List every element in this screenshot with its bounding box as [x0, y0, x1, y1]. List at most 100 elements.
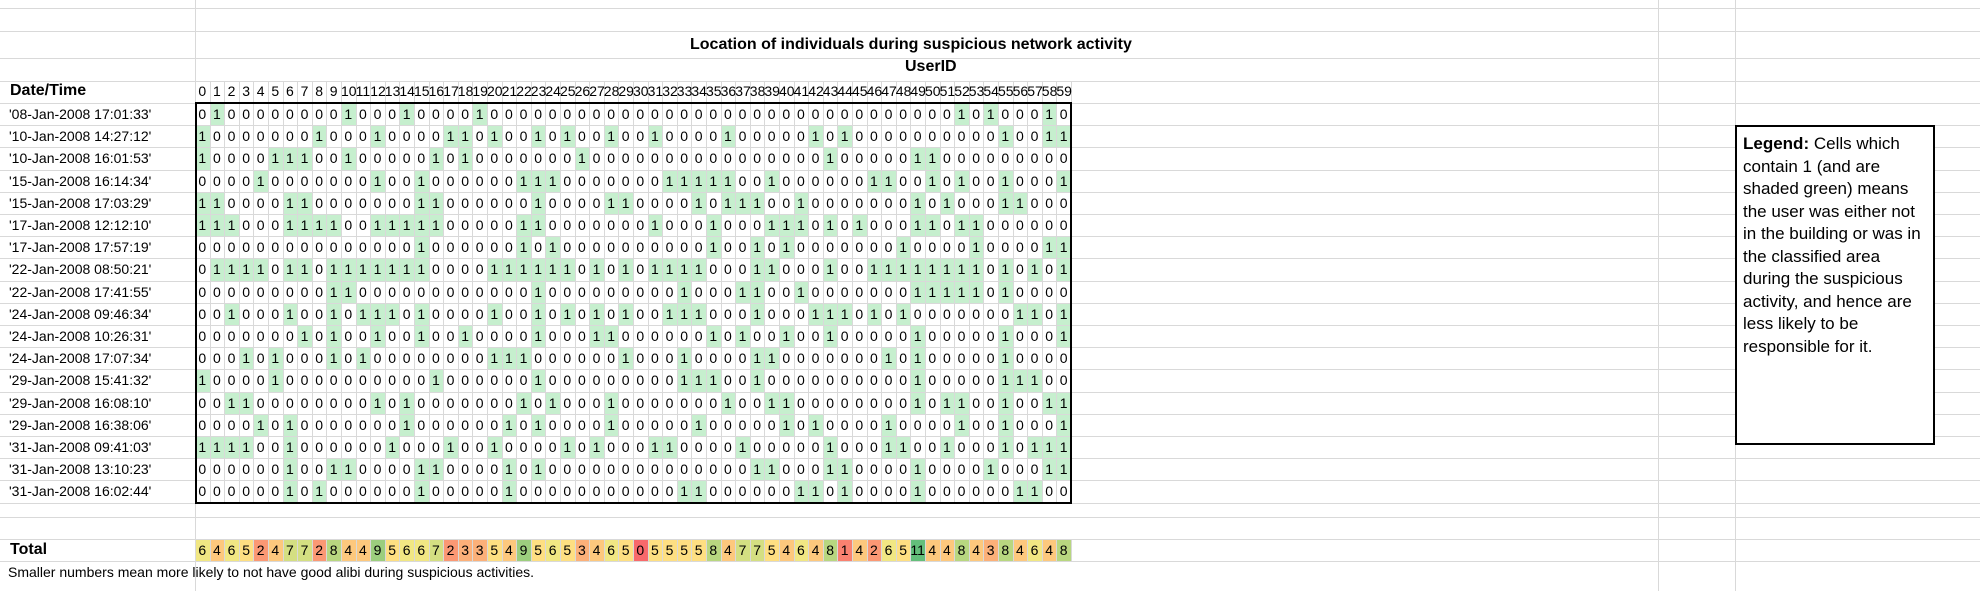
- gridline-horizontal: [0, 325, 1980, 326]
- total-cell: 8: [826, 542, 834, 558]
- value-cell: 0: [1015, 217, 1024, 233]
- value-cell: 1: [1030, 483, 1039, 500]
- shaded-cell: [750, 303, 765, 325]
- total-fill: [838, 540, 852, 561]
- value-cell: 0: [227, 416, 236, 433]
- total-cell: 7: [431, 542, 440, 558]
- value-cell: 0: [256, 194, 265, 211]
- shaded-cell: [940, 192, 955, 214]
- shaded-cell: [911, 481, 925, 503]
- value-cell: 0: [256, 150, 265, 167]
- value-cell: 0: [519, 439, 528, 455]
- value-cell: 0: [840, 283, 849, 300]
- value-cell: 0: [1015, 283, 1024, 300]
- value-cell: 1: [607, 328, 615, 344]
- value-cell: 0: [1059, 194, 1068, 211]
- total-cell: 8: [1059, 542, 1068, 558]
- gridline-vertical: [706, 539, 707, 561]
- value-cell: 0: [1045, 328, 1053, 344]
- value-cell: 0: [796, 172, 805, 189]
- value-cell: 0: [607, 372, 615, 389]
- value-cell: 0: [694, 283, 703, 300]
- value-cell: 0: [1045, 261, 1053, 278]
- value-cell: 0: [198, 416, 207, 433]
- value-cell: 0: [738, 261, 747, 278]
- userid-label: 53: [968, 83, 985, 99]
- value-cell: 0: [811, 106, 820, 122]
- value-cell: 1: [417, 217, 426, 233]
- total-cell: 4: [855, 542, 864, 558]
- value-cell: 0: [636, 372, 645, 389]
- value-cell: 0: [826, 372, 834, 389]
- value-cell: 1: [650, 128, 659, 145]
- value-cell: 1: [1030, 439, 1039, 455]
- value-cell: 1: [709, 217, 718, 233]
- value-cell: 1: [344, 150, 353, 167]
- value-cell: 0: [913, 172, 922, 189]
- value-cell: 0: [504, 172, 513, 189]
- userid-label: 9: [329, 83, 338, 99]
- value-cell: 1: [534, 194, 542, 211]
- shaded-cell: [283, 437, 298, 459]
- value-cell: 0: [767, 416, 776, 433]
- value-cell: 0: [577, 461, 586, 478]
- value-cell: 0: [665, 194, 674, 211]
- gridline-vertical: [779, 81, 780, 503]
- gridline-vertical: [837, 81, 839, 503]
- value-cell: 0: [796, 106, 805, 122]
- value-cell: 0: [490, 194, 499, 211]
- value-cell: 0: [840, 172, 849, 189]
- value-cell: 0: [504, 439, 513, 455]
- datetime-label: '17-Jan-2008 17:57:19': [9, 239, 152, 256]
- shaded-cell: [823, 215, 838, 237]
- value-cell: 0: [431, 128, 440, 145]
- value-cell: 0: [840, 217, 849, 233]
- value-cell: 0: [694, 106, 703, 122]
- value-cell: 0: [285, 372, 294, 389]
- value-cell: 0: [256, 350, 265, 367]
- shaded-cell: [765, 459, 779, 481]
- total-cell: 7: [753, 542, 761, 558]
- gridline-horizontal: [0, 81, 1980, 82]
- value-cell: 1: [913, 328, 922, 344]
- value-cell: 0: [577, 128, 586, 145]
- value-cell: 0: [461, 172, 469, 189]
- value-cell: 1: [592, 439, 601, 455]
- gridline-vertical: [954, 539, 956, 561]
- value-cell: 0: [212, 416, 221, 433]
- total-fill: [1057, 540, 1071, 561]
- datetime-label: '31-Jan-2008 16:02:44': [9, 483, 152, 500]
- gridline-vertical: [501, 81, 503, 503]
- value-cell: 1: [826, 439, 834, 455]
- gridline-vertical: [968, 539, 970, 561]
- value-cell: 1: [942, 394, 951, 411]
- value-cell: 1: [519, 394, 528, 411]
- shaded-cell: [458, 326, 473, 348]
- value-cell: 0: [1045, 283, 1053, 300]
- value-cell: 0: [811, 239, 820, 256]
- value-cell: 1: [665, 172, 674, 189]
- gridline-vertical: [311, 81, 313, 503]
- row-header-datetime: Date/Time: [10, 82, 87, 99]
- shaded-cell: [940, 392, 955, 414]
- shaded-cell: [867, 259, 882, 281]
- shaded-cell: [575, 148, 590, 170]
- value-cell: 0: [519, 106, 528, 122]
- value-cell: 0: [592, 461, 601, 478]
- value-cell: 0: [709, 350, 718, 367]
- value-cell: 1: [534, 283, 542, 300]
- value-cell: 0: [475, 217, 484, 233]
- value-cell: 0: [928, 350, 937, 367]
- value-cell: 0: [402, 283, 411, 300]
- value-cell: 0: [373, 283, 382, 300]
- value-cell: 1: [577, 150, 586, 167]
- gridline-vertical: [545, 81, 547, 503]
- value-cell: 0: [519, 416, 528, 433]
- shaded-cell: [312, 481, 327, 503]
- shaded-cell: [648, 259, 663, 281]
- datetime-label: '17-Jan-2008 12:12:10': [9, 217, 152, 233]
- value-cell: 0: [986, 350, 995, 367]
- value-cell: 0: [694, 150, 703, 167]
- gridline-vertical: [1071, 539, 1072, 561]
- value-cell: 0: [723, 328, 732, 344]
